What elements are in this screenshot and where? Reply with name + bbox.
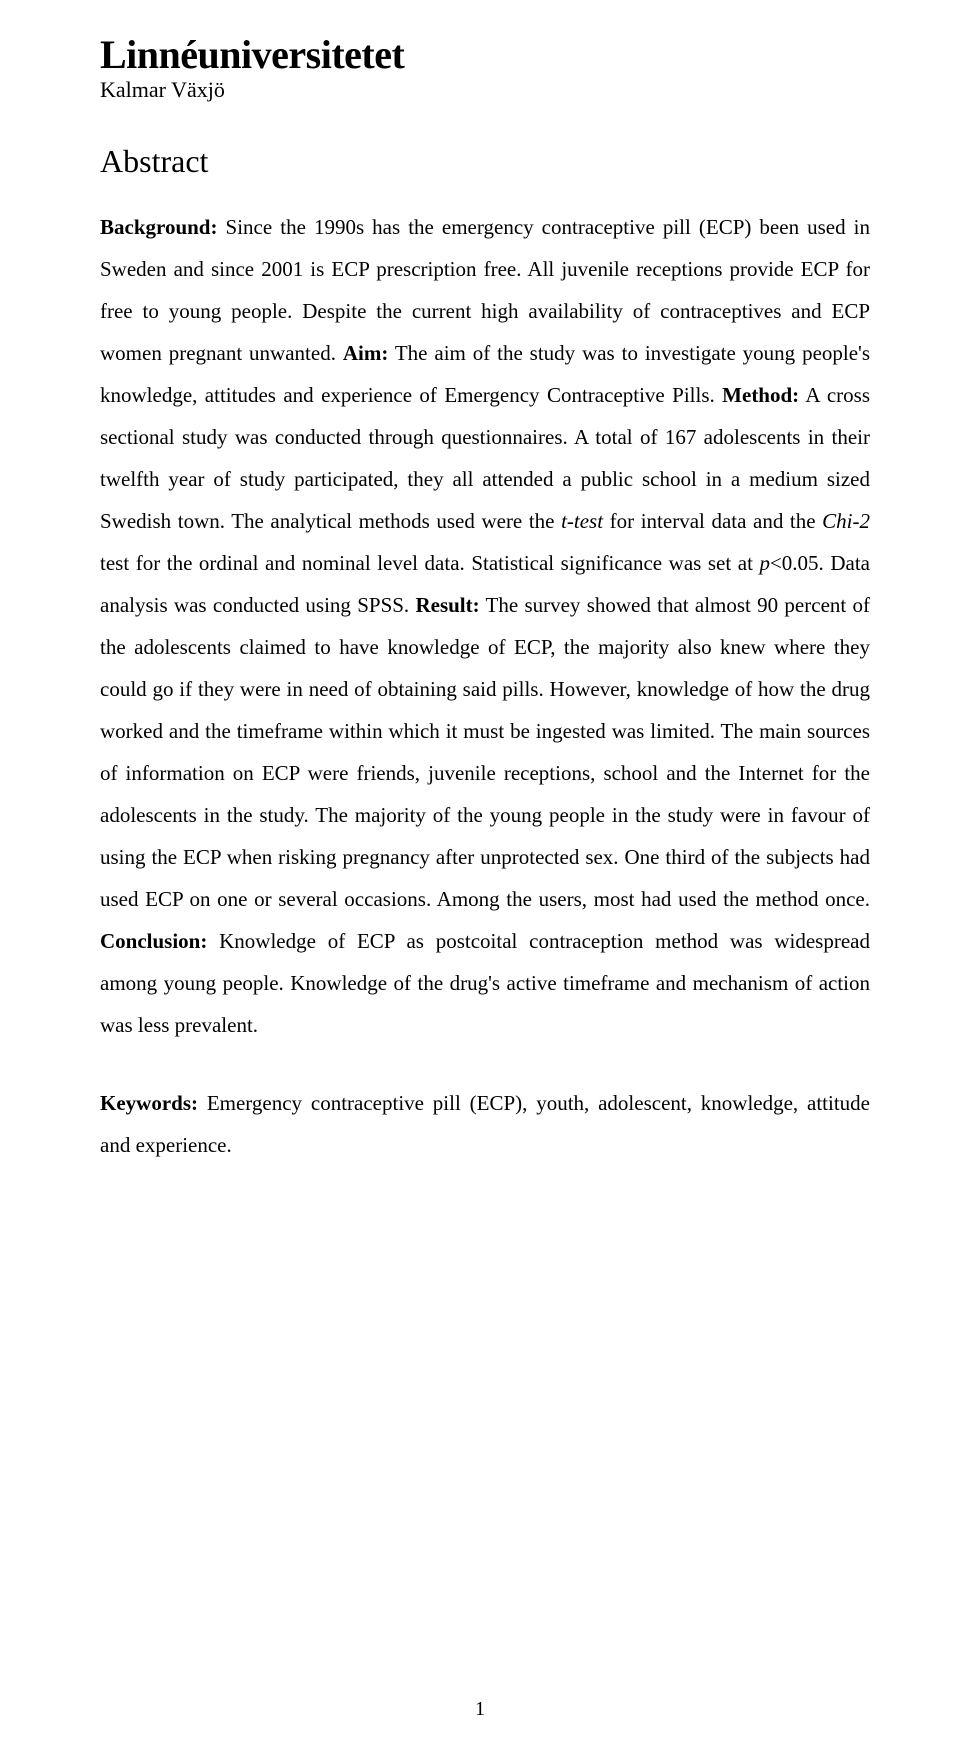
- document-page: Linnéuniversitetet Kalmar Växjö Abstract…: [0, 0, 960, 1741]
- ttest-term: t-test: [561, 509, 603, 533]
- method-text-3: test for the ordinal and nominal level d…: [100, 551, 759, 575]
- logo-main-text: Linnéuniversitetet: [100, 35, 870, 75]
- method-label: Method:: [722, 383, 799, 407]
- keywords-label: Keywords:: [100, 1091, 198, 1115]
- page-number: 1: [0, 1698, 960, 1721]
- conclusion-label: Conclusion:: [100, 929, 207, 953]
- method-text-2: for interval data and the: [603, 509, 822, 533]
- aim-label: Aim:: [343, 341, 389, 365]
- university-logo: Linnéuniversitetet Kalmar Växjö: [100, 35, 870, 103]
- keywords-block: Keywords: Emergency contraceptive pill (…: [100, 1082, 870, 1166]
- chi2-term: Chi-2: [822, 509, 870, 533]
- logo-sub-text: Kalmar Växjö: [100, 77, 870, 103]
- conclusion-text: Knowledge of ECP as postcoital contracep…: [100, 929, 870, 1037]
- abstract-body: Background: Since the 1990s has the emer…: [100, 206, 870, 1046]
- keywords-text: Emergency contraceptive pill (ECP), yout…: [100, 1091, 870, 1157]
- result-label: Result:: [415, 593, 479, 617]
- pval-term: p: [759, 551, 770, 575]
- abstract-heading: Abstract: [100, 143, 870, 180]
- background-label: Background:: [100, 215, 217, 239]
- result-text: The survey showed that almost 90 percent…: [100, 593, 870, 911]
